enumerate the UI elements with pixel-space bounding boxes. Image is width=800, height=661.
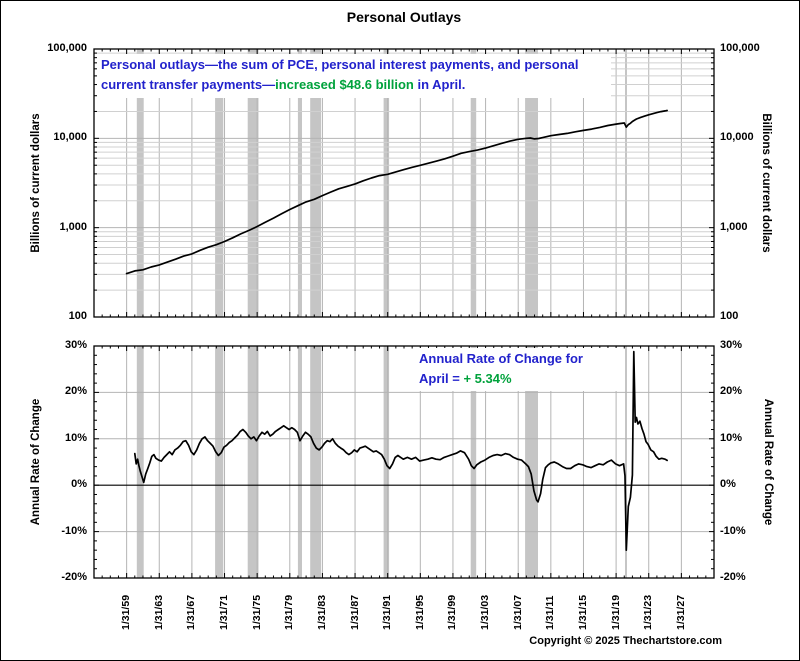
x-tick-label: 1/31/99 [446, 594, 459, 630]
x-tick-label: 1/31/19 [609, 594, 622, 630]
x-tick-label: 1/31/11 [544, 595, 557, 630]
outlays-y-tick-label-right: 100,000 [720, 42, 760, 54]
top-annotation: Personal outlays—the sum of PCE, persona… [97, 54, 611, 98]
outlays-y-tick-label-left: 100,000 [47, 42, 87, 54]
rate-y-tick-label-right: -10% [720, 524, 746, 537]
x-tick-label: 1/31/83 [315, 594, 328, 630]
bottom-annotation: Annual Rate of Change for April = + 5.34… [415, 348, 621, 391]
copyright-text: Copyright © 2025 Thechartstore.com [529, 635, 722, 647]
rate-y-tick-label-left: 0% [71, 478, 87, 491]
outlays-y-tick-label-left: 1,000 [59, 220, 87, 233]
x-tick-label: 1/31/71 [218, 594, 230, 630]
recession-band [383, 49, 390, 317]
outlays-y-tick-label-right: 10,000 [720, 131, 754, 144]
rate-y-tick-label-left: -10% [61, 524, 87, 537]
rate-y-tick-label-right: 30% [720, 339, 743, 351]
recession-band [625, 346, 627, 578]
rate-y-tick-label-right: -20% [720, 571, 746, 583]
x-tick-label: 1/31/67 [185, 594, 198, 630]
recession-band [247, 346, 259, 578]
x-tick-label: 1/31/07 [511, 594, 524, 630]
bottom-annotation-line2-pre: April = [419, 371, 464, 386]
bottom-annotation-line1: Annual Rate of Change for [419, 351, 583, 366]
outlays-y-tick-label-right: 1,000 [720, 220, 748, 233]
bottom-annotation-line2-green: + 5.34% [463, 371, 512, 386]
x-tick-label: 1/31/95 [413, 594, 426, 630]
recession-band [297, 346, 302, 578]
rate-y-tick-label-right: 10% [720, 431, 743, 444]
outlays-y-tick-label-left: 100 [68, 310, 87, 322]
recession-band [310, 346, 322, 578]
x-tick-label: 1/31/03 [479, 594, 492, 630]
recession-band [215, 49, 224, 317]
x-tick-label: 1/31/79 [283, 594, 296, 630]
outlays-y-tick-label-right: 100 [720, 310, 739, 322]
recession-band [297, 49, 302, 317]
outlays-y-tick-label-left: 10,000 [53, 131, 87, 144]
rate-y-tick-label-left: 30% [64, 339, 87, 351]
recession-band [625, 49, 627, 317]
top-annotation-line1: Personal outlays—the sum of PCE, persona… [101, 57, 579, 72]
top-annotation-line2-post: in April. [413, 77, 466, 92]
plot-frame [93, 345, 715, 579]
rate-y-tick-label-left: 20% [64, 385, 87, 398]
recession-band [215, 346, 224, 578]
top-annotation-line2-green: increased $48.6 billion [275, 77, 414, 92]
recession-band [136, 49, 144, 317]
recession-band [470, 49, 477, 317]
x-tick-label: 1/31/91 [381, 594, 394, 630]
recession-band [247, 49, 259, 317]
y-axis-title-bottom-right: Annual Rate of Change [762, 398, 774, 526]
top-annotation-line2-pre: current transfer payments— [101, 77, 276, 92]
y-axis-title-top-left: Billions of current dollars [30, 113, 42, 253]
y-axis-title-bottom-left: Annual Rate of Change [30, 398, 42, 526]
recession-band [470, 346, 477, 578]
x-tick-label: 1/31/27 [674, 594, 687, 630]
annual-rate-line [133, 350, 668, 552]
x-tick-label: 1/31/15 [577, 594, 589, 630]
x-tick-label: 1/31/63 [152, 594, 165, 630]
x-tick-label: 1/31/23 [642, 594, 655, 630]
y-axis-title-top-right: Billions of current dollars [760, 113, 772, 253]
recession-band [310, 49, 322, 317]
rate-y-tick-label-right: 20% [720, 385, 743, 398]
rate-y-tick-label-left: -20% [61, 571, 87, 583]
recession-band [525, 346, 538, 578]
rate-y-tick-label-left: 10% [64, 431, 87, 444]
recession-band [525, 49, 538, 317]
rate-y-tick-label-right: 0% [720, 478, 736, 491]
chart-title: Personal Outlays [346, 9, 462, 25]
x-tick-label: 1/31/87 [348, 594, 361, 630]
x-tick-label: 1/31/75 [250, 594, 263, 630]
x-tick-label: 1/31/59 [120, 594, 133, 630]
recession-band [136, 346, 144, 578]
personal-outlays-line [125, 109, 668, 275]
